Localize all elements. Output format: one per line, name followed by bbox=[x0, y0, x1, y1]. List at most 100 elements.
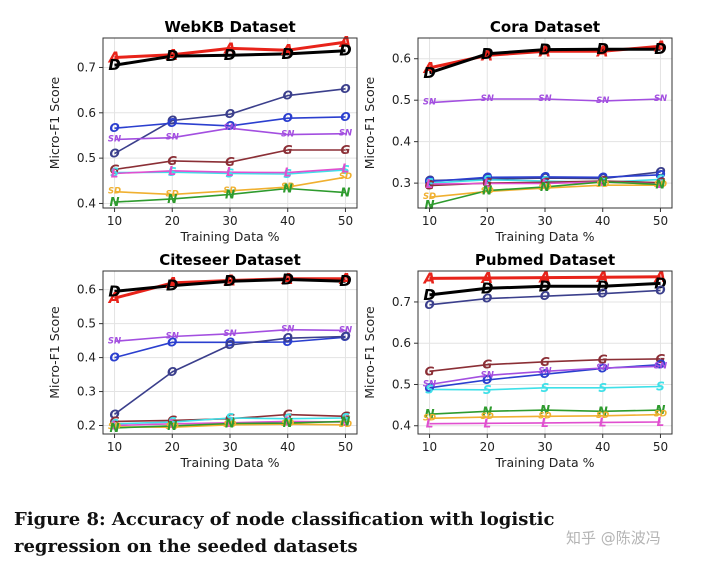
y-tick-label: 0.4 bbox=[392, 419, 411, 433]
data-point-N: N bbox=[110, 421, 120, 435]
data-point-O: O bbox=[598, 287, 608, 301]
data-point-G: G bbox=[110, 414, 120, 428]
data-point-SD: SD bbox=[339, 172, 352, 182]
data-point-O: O bbox=[482, 292, 492, 306]
data-point-O: O bbox=[482, 172, 492, 186]
data-point-D: D bbox=[224, 46, 236, 64]
data-point-A: A bbox=[223, 39, 236, 57]
series-line-D bbox=[429, 281, 661, 297]
figure-caption: Figure 8: Accuracy of node classificatio… bbox=[14, 509, 555, 557]
y-axis-label: Micro-F1 Score bbox=[362, 306, 377, 399]
series-line-O bbox=[114, 88, 346, 155]
data-point-G: G bbox=[283, 408, 293, 422]
data-point-L: L bbox=[168, 164, 176, 178]
data-point-A: A bbox=[423, 59, 436, 77]
data-point-N: N bbox=[425, 407, 435, 421]
data-point-G: G bbox=[167, 154, 177, 168]
data-point-L: L bbox=[599, 415, 607, 429]
data-point-D: D bbox=[597, 277, 609, 295]
data-point-L: L bbox=[284, 414, 292, 428]
data-point-SD: SD bbox=[481, 412, 494, 422]
data-point-G: G bbox=[225, 412, 235, 426]
y-tick-label: 0.5 bbox=[392, 377, 411, 391]
data-point-S: S bbox=[283, 167, 292, 181]
data-point-N: N bbox=[167, 192, 177, 206]
y-tick-label: 0.3 bbox=[77, 385, 96, 399]
y-tick-label: 0.3 bbox=[392, 176, 411, 190]
data-point-S: S bbox=[598, 381, 607, 395]
data-point-D: D bbox=[597, 40, 609, 58]
x-tick-label: 40 bbox=[280, 214, 295, 228]
data-point-SN: SN bbox=[538, 94, 551, 104]
y-axis-label: Micro-F1 Score bbox=[362, 76, 377, 169]
data-point-L: L bbox=[426, 417, 434, 431]
data-point-S: S bbox=[168, 165, 177, 179]
data-point-G: G bbox=[656, 176, 666, 190]
data-point-SN: SN bbox=[481, 94, 494, 104]
x-tick-label: 10 bbox=[107, 440, 122, 454]
data-point-SN: SN bbox=[654, 94, 667, 104]
y-tick-label: 0.4 bbox=[77, 196, 96, 210]
y-tick-label: 0.2 bbox=[77, 419, 96, 433]
data-point-O: O bbox=[167, 116, 177, 130]
data-point-SD: SD bbox=[654, 180, 667, 190]
data-point-O: O bbox=[540, 367, 550, 381]
data-point-SN: SN bbox=[223, 123, 236, 133]
data-point-S: S bbox=[341, 411, 350, 425]
data-point-O: O bbox=[424, 381, 434, 395]
data-point-SD: SD bbox=[281, 182, 294, 192]
data-point-D: D bbox=[654, 40, 666, 58]
data-point-A: A bbox=[165, 46, 178, 64]
y-tick-label: 0.6 bbox=[77, 283, 96, 297]
y-tick-label: 0.5 bbox=[77, 317, 96, 331]
data-point-O: O bbox=[283, 331, 293, 345]
data-point-D: D bbox=[224, 272, 236, 290]
y-tick-label: 0.7 bbox=[77, 60, 96, 74]
data-point-L: L bbox=[168, 417, 176, 431]
data-point-N: N bbox=[167, 419, 177, 433]
series-line-N bbox=[429, 409, 661, 415]
data-point-SD: SD bbox=[281, 419, 294, 429]
data-point-O: O bbox=[482, 373, 492, 387]
data-point-A: A bbox=[538, 269, 551, 287]
data-point-SN: SN bbox=[339, 129, 352, 139]
data-point-G: G bbox=[598, 353, 608, 367]
data-point-L: L bbox=[111, 419, 119, 433]
data-point-N: N bbox=[655, 403, 665, 417]
data-point-G: G bbox=[482, 358, 492, 372]
series-line-SD bbox=[429, 184, 661, 198]
data-point-D: D bbox=[339, 42, 351, 60]
y-tick-label: 0.5 bbox=[77, 151, 96, 165]
chart-title: Pubmed Dataset bbox=[475, 251, 615, 269]
data-point-O: O bbox=[109, 121, 119, 135]
data-point-N: N bbox=[340, 414, 350, 428]
data-point-A: A bbox=[480, 46, 493, 64]
data-point-L: L bbox=[483, 177, 491, 191]
series-line-N bbox=[429, 181, 661, 206]
data-point-G: G bbox=[283, 143, 293, 157]
data-point-S: S bbox=[283, 412, 292, 426]
data-point-O: O bbox=[424, 298, 434, 312]
data-point-G: G bbox=[540, 355, 550, 369]
data-point-D: D bbox=[108, 282, 120, 300]
data-point-SN: SN bbox=[281, 130, 294, 140]
series-line-O bbox=[429, 174, 661, 183]
data-point-A: A bbox=[596, 42, 609, 60]
x-tick-label: 20 bbox=[480, 440, 495, 454]
data-point-A: A bbox=[108, 289, 121, 307]
data-point-SN: SN bbox=[423, 379, 436, 389]
data-point-SN: SN bbox=[596, 96, 609, 106]
data-point-L: L bbox=[226, 416, 234, 430]
data-point-SD: SD bbox=[166, 422, 179, 432]
series-line-L bbox=[429, 421, 661, 425]
y-tick-label: 0.6 bbox=[77, 106, 96, 120]
data-point-S: S bbox=[341, 163, 350, 177]
data-point-S: S bbox=[656, 172, 665, 186]
data-point-G: G bbox=[482, 176, 492, 190]
data-point-N: N bbox=[540, 180, 550, 194]
data-point-A: A bbox=[108, 48, 121, 66]
data-point-N: N bbox=[540, 403, 550, 417]
data-point-S: S bbox=[226, 411, 235, 425]
watermark: 知乎 @陈波冯 bbox=[566, 529, 661, 547]
data-point-D: D bbox=[108, 56, 120, 74]
